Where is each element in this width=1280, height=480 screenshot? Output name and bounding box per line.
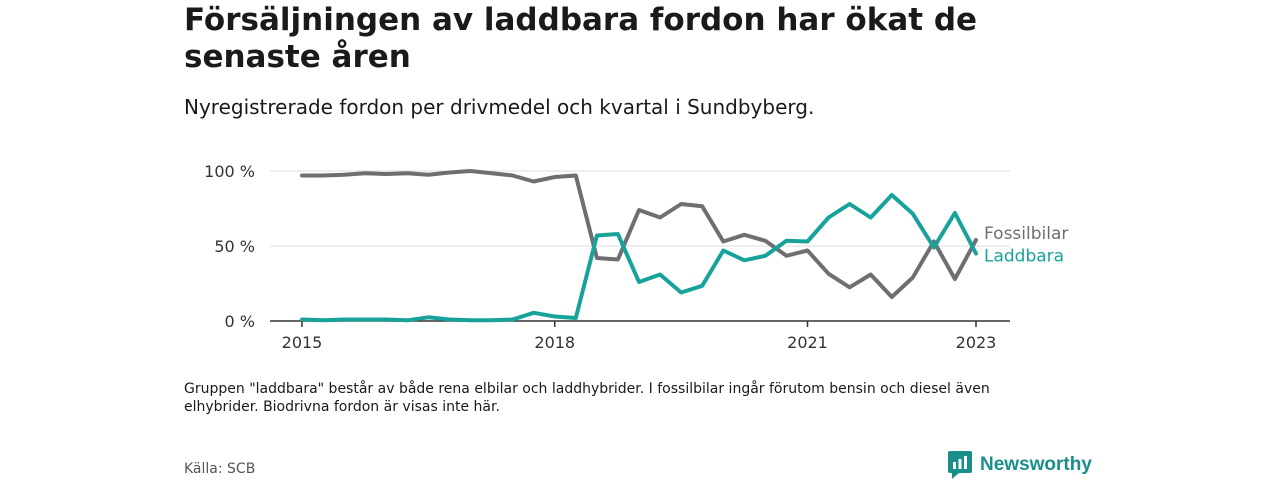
newsworthy-logo-icon — [948, 451, 972, 479]
page-title: Försäljningen av laddbara fordon har öka… — [184, 2, 978, 75]
y-axis-tick-labels: 0 % 50 % 100 % — [204, 162, 255, 331]
series-label-fossilbilar: Fossilbilar — [984, 224, 1068, 244]
x-tick-label: 2015 — [282, 333, 323, 352]
x-axis: 2015 2018 2021 2023 — [270, 320, 1010, 352]
brand-logo[interactable]: Newsworthy — [948, 451, 1092, 479]
x-tick-label: 2021 — [787, 333, 828, 352]
y-tick-label: 50 % — [214, 237, 255, 256]
series-label-laddbara: Laddbara — [984, 247, 1064, 267]
footnote: Gruppen "laddbara" består av både rena e… — [184, 381, 990, 415]
grid-lines — [270, 170, 1010, 247]
y-tick-label: 100 % — [204, 162, 255, 181]
brand-name: Newsworthy — [980, 454, 1092, 475]
series-end-labels: Fossilbilar Laddbara — [984, 224, 1068, 267]
series-line-fossilbilar[interactable] — [300, 169, 978, 299]
series-line-laddbara[interactable] — [300, 193, 978, 323]
source-credit: Källa: SCB — [184, 461, 256, 477]
y-tick-label: 0 % — [225, 312, 255, 331]
series-lines — [300, 169, 978, 323]
x-tick-label: 2018 — [534, 333, 575, 352]
x-tick-label: 2023 — [956, 333, 997, 352]
chart-subtitle: Nyregistrerade fordon per drivmedel och … — [184, 95, 815, 119]
